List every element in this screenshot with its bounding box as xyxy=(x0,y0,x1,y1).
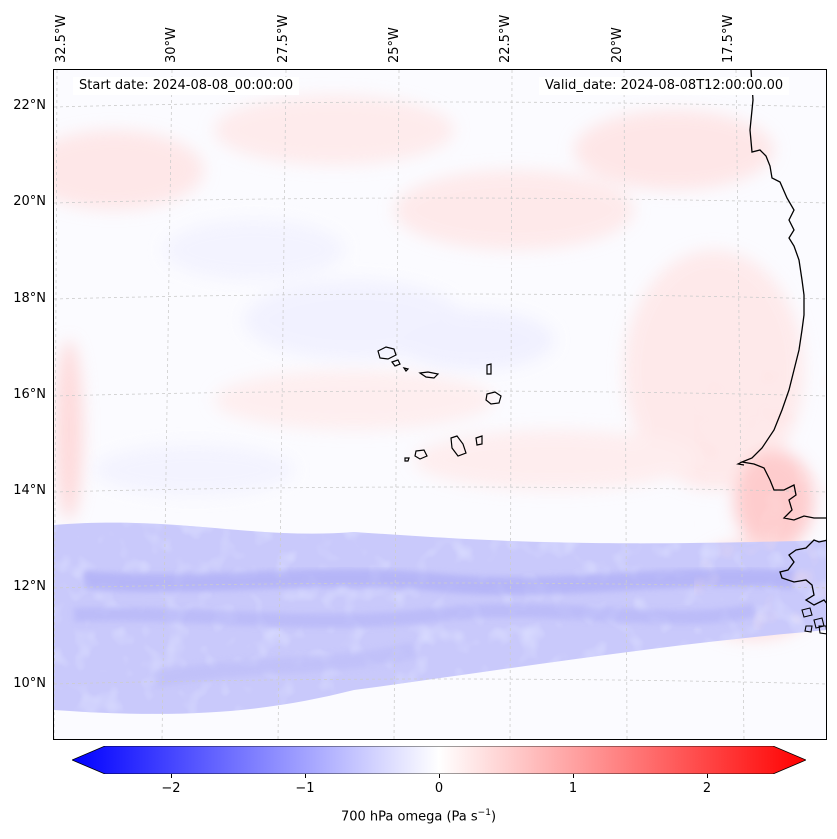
cape-verde-islands xyxy=(377,346,502,462)
map-panel[interactable] xyxy=(53,69,827,740)
ascent-band-streaks xyxy=(73,568,795,688)
lon-label-22-5w: 22.5°W xyxy=(498,14,513,63)
omega-field-map xyxy=(54,70,826,739)
island-sal xyxy=(486,363,492,375)
colorbar-tick-label: 2 xyxy=(702,781,712,796)
island-santiago xyxy=(450,435,467,457)
island-maio xyxy=(475,435,483,446)
island-santo-antao xyxy=(377,346,397,360)
start-date-label: Start date: 2024-08-08_00:00:00 xyxy=(73,77,300,95)
island-sao-vicente xyxy=(391,359,401,367)
lon-label-17-5w: 17.5°W xyxy=(721,14,736,63)
colorbar-tick-label: −2 xyxy=(161,781,181,796)
island-brava xyxy=(404,457,410,462)
colorbar-tick-label: −1 xyxy=(295,781,315,796)
valid-date-label: Valid_date: 2024-08-08T12:00:00.00 xyxy=(539,77,790,95)
negative-omega-patches xyxy=(94,220,554,495)
africa-coastline xyxy=(739,70,826,521)
colorbar-label: 700 hPa omega (Pa s−1) xyxy=(0,808,837,824)
island-sao-nicolau xyxy=(418,371,440,379)
dakar-peninsula xyxy=(736,461,745,466)
lat-label-22n: 22°N xyxy=(13,98,46,113)
lon-label-30w: 30°W xyxy=(164,27,179,63)
gridlines xyxy=(54,70,826,739)
coastal-texture xyxy=(694,370,826,630)
colorbar-tick xyxy=(707,774,708,778)
colorbar-tick-label: 1 xyxy=(568,781,578,796)
lon-label-20w: 20°W xyxy=(610,27,625,63)
colorbar-label-suffix: ) xyxy=(490,809,497,825)
colorbar-graphic xyxy=(70,745,808,775)
island-fogo xyxy=(414,449,428,460)
colorbar-tick xyxy=(439,774,440,778)
lat-label-20n: 20°N xyxy=(13,194,46,209)
island-santa-luzia xyxy=(402,367,410,372)
africa-coastline-south xyxy=(779,539,826,606)
colorbar-tick xyxy=(305,774,306,778)
colorbar-tick xyxy=(171,774,172,778)
lat-label-10n: 10°N xyxy=(13,676,46,691)
bissagos-islands xyxy=(801,607,826,635)
colorbar-label-prefix: 700 hPa omega (Pa s xyxy=(340,809,478,825)
island-boa-vista xyxy=(485,391,502,405)
colorbar-label-exponent: −1 xyxy=(477,808,491,818)
lat-label-18n: 18°N xyxy=(13,291,46,306)
colorbar xyxy=(70,745,808,775)
lon-label-25w: 25°W xyxy=(387,27,402,63)
lat-label-16n: 16°N xyxy=(13,387,46,402)
lat-label-14n: 14°N xyxy=(13,483,46,498)
lon-label-27-5w: 27.5°W xyxy=(276,14,291,63)
lon-label-32-5w: 32.5°W xyxy=(54,14,69,63)
lat-label-12n: 12°N xyxy=(13,579,46,594)
colorbar-tick xyxy=(573,774,574,778)
colorbar-tick-label: 0 xyxy=(434,781,444,796)
